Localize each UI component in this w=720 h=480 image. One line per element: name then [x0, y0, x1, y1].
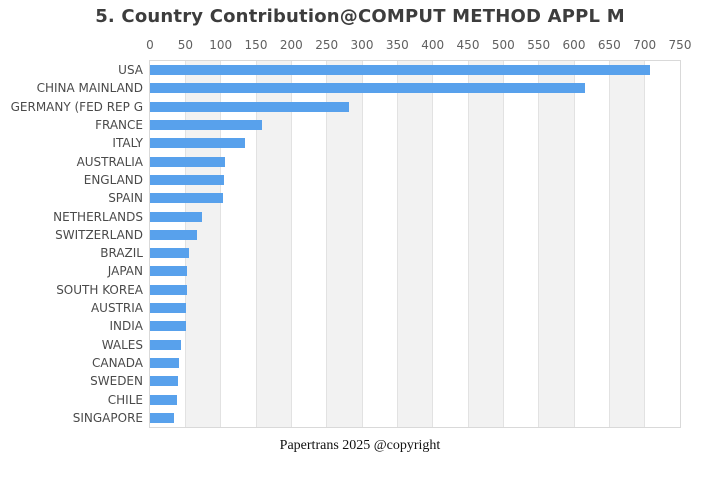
plot-area: [149, 60, 681, 428]
x-tick-label: 300: [350, 38, 374, 52]
x-tick-label: 500: [491, 38, 515, 52]
x-tick-label: 100: [209, 38, 233, 52]
gridline: [467, 61, 469, 427]
y-axis-label: SWEDEN: [90, 374, 143, 389]
gridline: [326, 61, 328, 427]
gridline: [220, 61, 222, 427]
bar[interactable]: [150, 83, 585, 94]
gridline: [573, 61, 575, 427]
plot-stripe: [185, 61, 221, 427]
bar[interactable]: [150, 138, 245, 149]
bar[interactable]: [150, 321, 187, 332]
y-axis-label: SOUTH KOREA: [56, 282, 143, 297]
gridline: [538, 61, 540, 427]
bar[interactable]: [150, 211, 203, 222]
y-axis-label: WALES: [101, 337, 143, 352]
x-tick-label: 550: [527, 38, 551, 52]
plot-stripe: [574, 61, 610, 427]
bar[interactable]: [150, 376, 178, 387]
y-axis-label: NETHERLANDS: [53, 209, 143, 224]
y-axis-label: SINGAPORE: [72, 410, 143, 425]
gridline: [396, 61, 398, 427]
bar[interactable]: [150, 357, 179, 368]
x-tick-label: 750: [668, 38, 692, 52]
chart-title: 5. Country Contribution@COMPUT METHOD AP…: [95, 6, 625, 27]
bar[interactable]: [150, 248, 189, 259]
y-axis-label: JAPAN: [107, 264, 143, 279]
gridline: [608, 61, 610, 427]
x-tick-label: 600: [562, 38, 586, 52]
x-tick-label: 200: [279, 38, 303, 52]
y-axis-label: GERMANY (FED REP G: [10, 99, 143, 114]
bar[interactable]: [150, 266, 188, 277]
y-axis-label: AUSTRALIA: [76, 154, 143, 169]
plot-stripe: [468, 61, 504, 427]
plot-stripe: [397, 61, 433, 427]
gridline: [432, 61, 434, 427]
plot-stripe: [256, 61, 292, 427]
gridline: [502, 61, 504, 427]
y-axis-label: CHILE: [107, 392, 143, 407]
y-axis-label: CHINA MAINLAND: [36, 81, 143, 96]
plot-stripe: [609, 61, 645, 427]
x-tick-label: 400: [421, 38, 445, 52]
bar[interactable]: [150, 339, 182, 350]
bar[interactable]: [150, 394, 177, 405]
x-tick-label: 450: [456, 38, 480, 52]
x-tick-label: 150: [244, 38, 268, 52]
bar[interactable]: [150, 174, 225, 185]
bar[interactable]: [150, 284, 188, 295]
y-axis-label: CANADA: [91, 355, 143, 370]
x-tick-label: 700: [633, 38, 657, 52]
y-axis-label: BRAZIL: [100, 246, 143, 261]
bar[interactable]: [150, 193, 224, 204]
bar[interactable]: [150, 412, 175, 423]
plot-stripe: [503, 61, 539, 427]
bar[interactable]: [150, 303, 187, 314]
x-tick-label: 0: [146, 38, 154, 52]
gridline: [644, 61, 646, 427]
plot-stripe: [150, 61, 186, 427]
x-tick-label: 50: [177, 38, 193, 52]
y-axis-label: USA: [118, 63, 143, 78]
gridline: [255, 61, 257, 427]
x-tick-label: 250: [315, 38, 339, 52]
bar[interactable]: [150, 101, 349, 112]
plot-stripe: [362, 61, 398, 427]
y-axis-label: INDIA: [109, 319, 143, 334]
bar[interactable]: [150, 65, 650, 76]
bar[interactable]: [150, 156, 225, 167]
y-axis-label: ENGLAND: [83, 172, 143, 187]
plot-stripe: [291, 61, 327, 427]
x-tick-label: 650: [597, 38, 621, 52]
gridline: [184, 61, 186, 427]
y-axis-label: AUSTRIA: [90, 301, 143, 316]
gridline: [290, 61, 292, 427]
plot-stripe: [220, 61, 256, 427]
y-axis-label: SWITZERLAND: [55, 227, 143, 242]
bar[interactable]: [150, 120, 262, 131]
y-axis-label: ITALY: [112, 136, 143, 151]
y-axis-label: SPAIN: [108, 191, 143, 206]
x-tick-label: 350: [385, 38, 409, 52]
plot-stripe: [644, 61, 680, 427]
bar[interactable]: [150, 229, 197, 240]
gridline: [361, 61, 363, 427]
plot-stripe: [538, 61, 574, 427]
y-axis-label: FRANCE: [95, 118, 143, 133]
plot-stripe: [326, 61, 362, 427]
plot-stripe: [432, 61, 468, 427]
footer-copyright: Papertrans 2025 @copyright: [279, 438, 441, 453]
